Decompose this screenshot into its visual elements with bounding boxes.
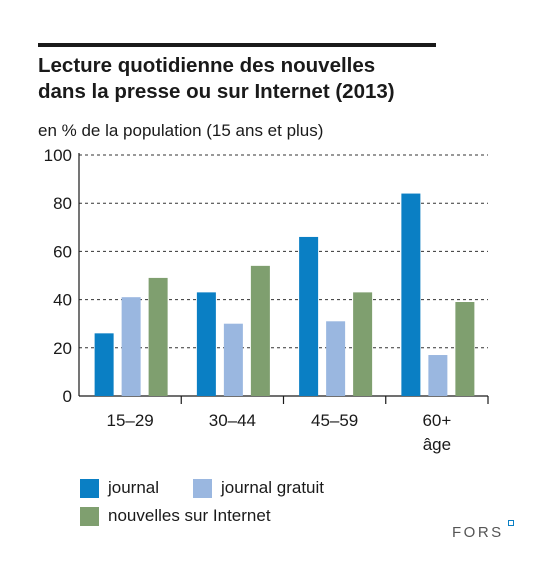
legend-item-journal-gratuit: journal gratuit <box>193 478 324 498</box>
legend-label-nouvelles-internet: nouvelles sur Internet <box>108 506 271 525</box>
y-tick-label-20: 20 <box>53 339 72 358</box>
x-tick-label-4: 60+ <box>422 411 451 430</box>
x-tick-label-1: 15–29 <box>106 411 153 430</box>
legend-swatch-nouvelles-internet <box>80 506 99 526</box>
chart-title: Lecture quotidienne des nouvelles dans l… <box>38 53 508 105</box>
chart-subtitle: en % de la population (15 ans et plus) <box>38 121 324 140</box>
y-tick-label-0: 0 <box>63 387 72 406</box>
fors-logo-mark-icon <box>508 520 514 526</box>
fors-logo: FORS <box>452 524 504 541</box>
bar-1-1 <box>94 333 114 396</box>
legend-label-journal-gratuit: journal gratuit <box>221 478 325 497</box>
y-tick-label-80: 80 <box>53 194 72 213</box>
bar-2-2 <box>223 323 243 396</box>
legend-item-nouvelles-internet: nouvelles sur Internet <box>80 506 271 526</box>
x-tick-label-4-line-2: âge <box>423 435 451 454</box>
chart-title-line-1: Lecture quotidienne des nouvelles <box>38 54 376 77</box>
bar-1-4 <box>401 193 421 396</box>
bar-3-2 <box>250 265 270 396</box>
y-tick-label-100: 100 <box>44 146 72 165</box>
legend-swatch-journal <box>80 478 99 498</box>
chart-title-line-2: dans la presse ou sur Internet (2013) <box>38 80 395 103</box>
bar-3-4 <box>455 302 475 396</box>
y-tick-label-40: 40 <box>53 291 72 310</box>
bar-2-1 <box>121 297 141 396</box>
title-rule <box>38 43 436 47</box>
bar-2-4 <box>428 355 448 396</box>
legend-label-journal: journal <box>108 478 160 497</box>
legend-item-journal: journal <box>80 478 159 498</box>
y-tick-label-60: 60 <box>53 242 72 261</box>
bar-1-3 <box>299 236 319 396</box>
legend-swatch-journal-gratuit <box>193 478 212 498</box>
bar-3-3 <box>353 292 373 396</box>
x-tick-label-3: 45–59 <box>311 411 358 430</box>
bar-3-1 <box>148 277 168 396</box>
x-tick-label-2: 30–44 <box>209 411 256 430</box>
bar-2-3 <box>326 321 346 396</box>
bar-1-2 <box>196 292 216 396</box>
